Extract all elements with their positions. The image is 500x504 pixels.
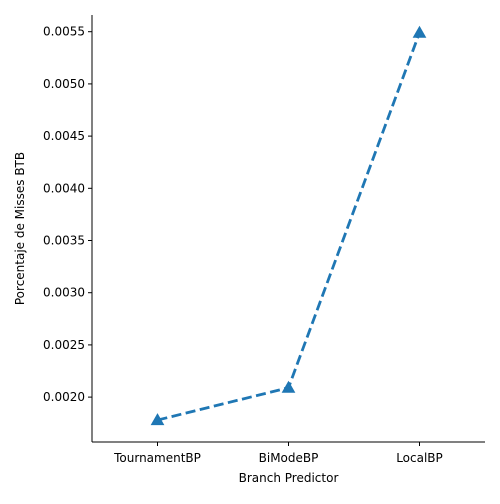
x-tick-label: LocalBP bbox=[396, 451, 443, 465]
y-tick-label: 0.0020 bbox=[43, 390, 85, 404]
x-tick-label: TournamentBP bbox=[113, 451, 201, 465]
x-axis-ticks: TournamentBP BiModeBP LocalBP bbox=[113, 442, 443, 465]
x-axis-label: Branch Predictor bbox=[239, 471, 339, 485]
y-tick-label: 0.0040 bbox=[43, 181, 85, 195]
y-axis-label: Porcentaje de Misses BTB bbox=[13, 152, 27, 305]
y-axis-ticks: 0.0020 0.0025 0.0030 0.0035 0.0040 0.0045 0.00… bbox=[43, 25, 92, 404]
data-point-marker bbox=[412, 25, 427, 38]
y-tick-label: 0.0035 bbox=[43, 234, 85, 248]
y-tick-label: 0.0050 bbox=[43, 77, 85, 91]
series-line bbox=[157, 32, 421, 422]
series-layer bbox=[150, 25, 427, 426]
x-tick-label: BiModeBP bbox=[259, 451, 319, 465]
y-tick-label: 0.0025 bbox=[43, 338, 85, 352]
data-point-marker bbox=[281, 380, 296, 393]
data-point-marker bbox=[150, 413, 165, 426]
y-tick-label: 0.0030 bbox=[43, 286, 85, 300]
y-tick-label: 0.0055 bbox=[43, 25, 85, 39]
y-tick-label: 0.0045 bbox=[43, 129, 85, 143]
